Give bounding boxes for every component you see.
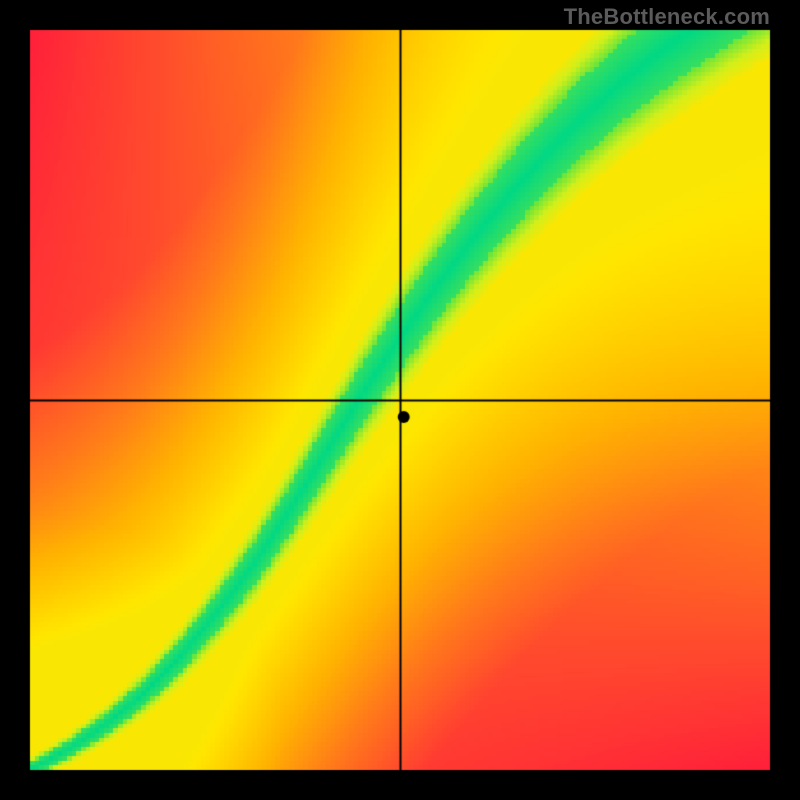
bottleneck-heatmap — [0, 0, 800, 800]
watermark-text: TheBottleneck.com — [564, 4, 770, 30]
